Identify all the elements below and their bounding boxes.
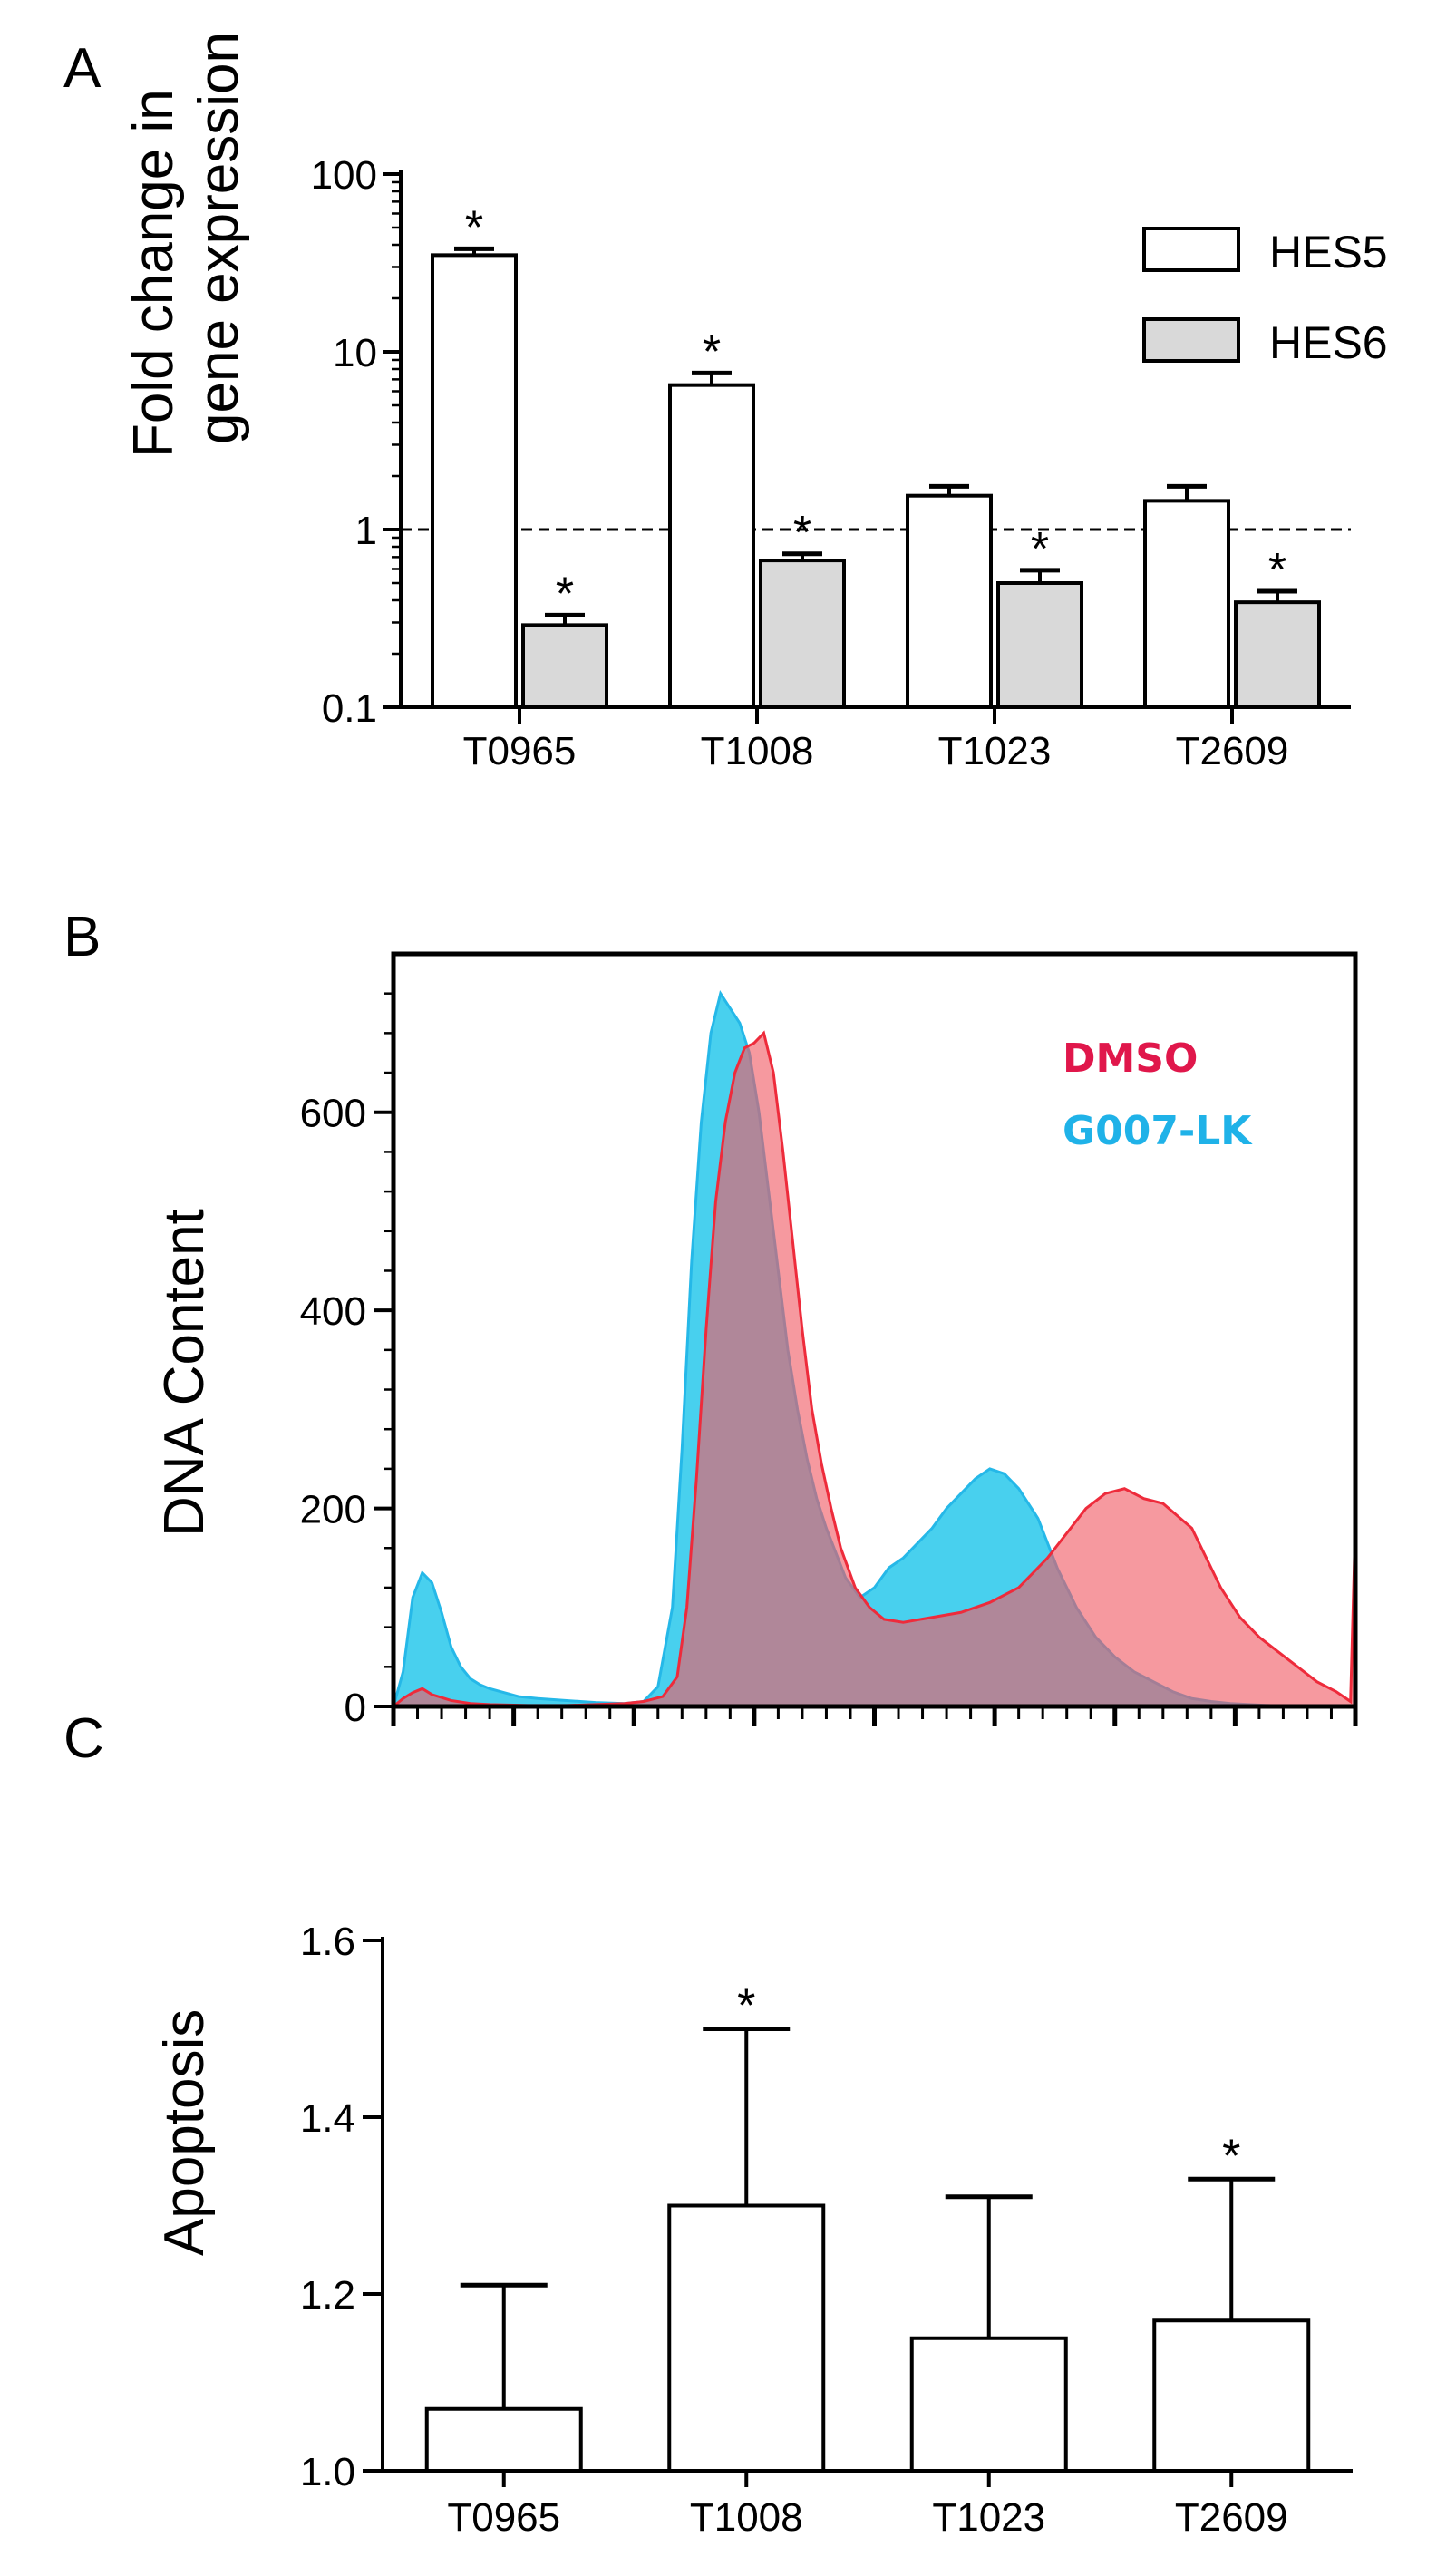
panel-a-ytick-label: 0.1 [322, 686, 377, 731]
panel-a-significance-star: * [465, 201, 483, 254]
legend-swatch-hes6 [1142, 317, 1240, 363]
panel-a-bar-hes5 [668, 383, 755, 709]
panel-a-bar-hes6 [759, 559, 846, 710]
panel-c-ytick-label: 1.0 [300, 2450, 355, 2494]
panel-c-xtick-label: T2609 [1175, 2495, 1288, 2540]
panel-a-bar-hes5 [1143, 499, 1230, 710]
panel-a-ytick-label: 10 [333, 331, 377, 375]
panel-a-ylabel-line2: gene expression [188, 32, 250, 444]
panel-c-xtick-label: T1008 [690, 2495, 803, 2540]
panel-c-bar [1152, 2318, 1311, 2473]
legend-label-g007lk: G007-LK [1063, 1108, 1253, 1154]
panel-b-ytick-label: 200 [300, 1488, 366, 1532]
panel-c-ytick-label: 1.2 [300, 2273, 355, 2318]
legend-label-hes6: HES6 [1269, 317, 1388, 368]
panel-a-significance-star: * [556, 568, 574, 620]
panel-a-bar-hes5 [431, 253, 518, 709]
legend-label-hes5: HES5 [1269, 227, 1388, 277]
panel-a-legend: HES5 HES6 [1142, 227, 1388, 368]
panel-a-significance-star: * [1268, 544, 1286, 597]
panel-a-significance-star: * [703, 326, 721, 378]
panel-b-ytick-label: 0 [345, 1686, 366, 1730]
panel-a-chart: Fold change in gene expression 0.1 1 10 100… [122, 32, 1388, 773]
legend-label-dmso: DMSO [1063, 1035, 1198, 1082]
panel-a-xtick-label: T2609 [1176, 729, 1289, 773]
panel-c-xtick-label: T0965 [447, 2495, 560, 2540]
panel-b-chart: DNA Content 0 200 400 600 DMSO G007-LK [153, 951, 1358, 1730]
panel-c-ylabel: Apoptosis [153, 2009, 216, 2256]
panel-a-bar-hes6 [996, 581, 1083, 710]
panel-c-bar [424, 2406, 583, 2473]
panel-a-ytick-label: 100 [311, 153, 377, 198]
panel-a-xtick-label: T1008 [701, 729, 814, 773]
panel-c-bar [667, 2203, 826, 2473]
panel-b-label: B [63, 906, 101, 968]
panel-a-ylabel-line1: Fold change in [122, 89, 185, 458]
panel-a-significance-star: * [793, 507, 811, 559]
panel-c-bar [909, 2336, 1068, 2473]
legend-swatch-hes5 [1142, 227, 1240, 272]
panel-a-xtick-label: T1023 [938, 729, 1052, 773]
panel-c-xtick-label: T1023 [932, 2495, 1045, 2540]
panel-b-ytick-label: 600 [300, 1092, 366, 1136]
panel-c-ytick-label: 1.4 [300, 2096, 355, 2141]
panel-c-ytick-label: 1.6 [300, 1920, 355, 1964]
panel-c-significance-star: * [737, 1980, 755, 2033]
panel-a-bar-hes5 [906, 493, 993, 710]
panel-a-ytick-label: 1 [355, 509, 377, 553]
panel-b-ylabel: DNA Content [153, 1209, 216, 1537]
panel-a-xtick-label: T0965 [463, 729, 577, 773]
panel-a-significance-star: * [1031, 523, 1049, 576]
panel-a-bar-hes6 [521, 623, 608, 709]
panel-a-label: A [63, 37, 102, 100]
panel-b-area-dmso [393, 1033, 1355, 1706]
panel-a-bar-hes6 [1234, 600, 1321, 710]
panel-c-label: C [63, 1707, 104, 1770]
panel-c-significance-star: * [1222, 2130, 1240, 2182]
panel-c-chart: Apoptosis 1.0 1.2 1.4 1.6 T0965 T1008 T1023 T26… [153, 1920, 1353, 2540]
panel-b-ytick-label: 400 [300, 1289, 366, 1334]
